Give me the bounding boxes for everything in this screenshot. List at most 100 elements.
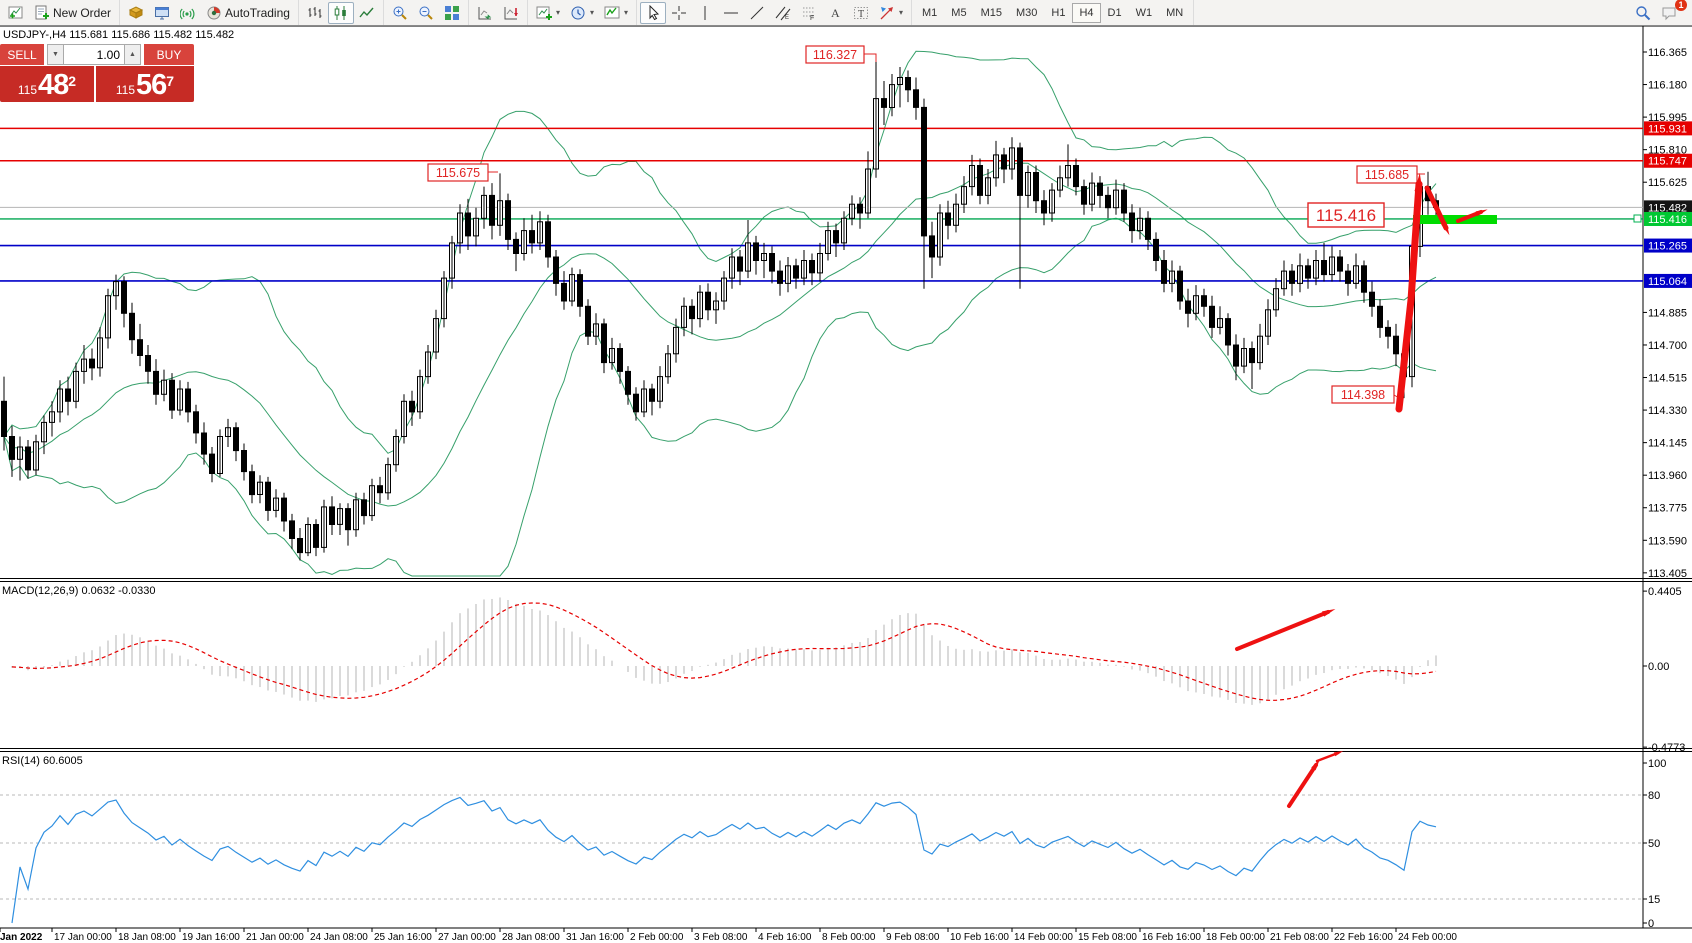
auto-scroll-icon[interactable] [472, 2, 498, 24]
candlestick-chart-icon[interactable] [327, 1, 354, 24]
volume-decrease-button[interactable]: ▼ [47, 44, 64, 65]
rsi-line [11, 796, 1437, 924]
volume-increase-button[interactable]: ▲ [124, 44, 141, 65]
trendline-icon[interactable] [744, 2, 770, 24]
svg-text:22 Feb 16:00: 22 Feb 16:00 [1334, 932, 1393, 943]
svg-text:14 Feb 00:00: 14 Feb 00:00 [1014, 932, 1073, 943]
svg-text:2 Feb 00:00: 2 Feb 00:00 [630, 932, 684, 943]
sell-button[interactable]: SELL [0, 44, 44, 65]
big-price-label[interactable] [1307, 202, 1385, 228]
timeframe-m5[interactable]: M5 [951, 6, 967, 19]
dropdown-caret-icon[interactable]: ▾ [623, 8, 628, 17]
bid-price-display[interactable]: 115 48 2 [0, 66, 94, 102]
timeframe-w1[interactable]: W1 [1135, 6, 1153, 19]
green-highlight-bar[interactable] [1413, 215, 1497, 224]
timeframe-d1[interactable]: D1 [1107, 6, 1122, 19]
autotrading-button-label: AutoTrading [225, 5, 290, 20]
templates-icon[interactable]: ▾ [599, 2, 633, 24]
trend-arrow[interactable] [1424, 185, 1449, 231]
text-icon[interactable]: A [822, 2, 848, 24]
svg-text:115.931: 115.931 [1648, 123, 1687, 135]
periods-icon[interactable]: ▾ [565, 2, 599, 24]
svg-text:115.064: 115.064 [1648, 276, 1687, 288]
zoom-in-icon[interactable] [387, 2, 413, 24]
chart-shift-icon[interactable] [498, 2, 524, 24]
bar-chart-icon[interactable] [302, 2, 328, 24]
ask-price-display[interactable]: 115 56 7 [96, 66, 194, 102]
market-watch-icon[interactable] [149, 2, 175, 24]
new-order-button[interactable]: New Order [29, 2, 116, 24]
line-chart-icon[interactable] [354, 2, 380, 24]
cursor-icon[interactable] [640, 1, 666, 24]
history-center-icon[interactable] [123, 2, 149, 24]
timeframe-m15[interactable]: M15 [980, 6, 1002, 19]
svg-text:Jan 2022: Jan 2022 [0, 932, 43, 943]
svg-text:MACD(12,26,9) 0.0632 -0.0330: MACD(12,26,9) 0.0632 -0.0330 [2, 585, 155, 597]
price-badge [1644, 200, 1692, 215]
new-order-button-label: New Order [53, 5, 112, 20]
add-indicator-chart-icon[interactable]: ▾ [531, 2, 565, 24]
timeframe-h4[interactable]: H4 [1072, 2, 1101, 23]
svg-text:27 Jan 00:00: 27 Jan 00:00 [438, 932, 496, 943]
toolbar-group [384, 0, 469, 25]
fibonacci-icon[interactable]: F [796, 2, 822, 24]
svg-text:115.675: 115.675 [436, 166, 480, 180]
new-chart-icon[interactable] [3, 2, 29, 24]
price-axis[interactable]: 116.365 116.180 115.995 115.810 115.625 114.8… [1633, 47, 1692, 930]
arrows-tool-icon[interactable]: ▾ [874, 2, 908, 24]
svg-text:21 Jan 00:00: 21 Jan 00:00 [246, 932, 304, 943]
svg-text:114.145: 114.145 [1648, 438, 1687, 450]
svg-text:115.685: 115.685 [1365, 168, 1409, 182]
notifications-icon[interactable]: 1 [1656, 0, 1687, 24]
timeframe-mn[interactable]: MN [1166, 6, 1184, 19]
equidistant-channel-icon[interactable]: E [770, 2, 796, 24]
tile-windows-icon[interactable] [439, 2, 465, 24]
svg-text:25 Jan 16:00: 25 Jan 16:00 [374, 932, 432, 943]
autotrading-button[interactable]: AutoTrading [201, 2, 295, 24]
crosshair-icon[interactable] [666, 2, 692, 24]
svg-text:80: 80 [1648, 790, 1660, 802]
svg-text:10 Feb 16:00: 10 Feb 16:00 [950, 932, 1009, 943]
candle-wicks [3, 58, 1437, 561]
time-axis[interactable]: Jan 2022 17 Jan 00:00 18 Jan 08:00 19 Jan 1… [0, 928, 1457, 943]
timeframe-m30[interactable]: M30 [1015, 6, 1038, 19]
text-label-icon[interactable]: T [848, 2, 874, 24]
svg-text:24 Feb 00:00: 24 Feb 00:00 [1398, 932, 1457, 943]
trend-arrow[interactable] [1235, 610, 1330, 651]
svg-text:4 Feb 16:00: 4 Feb 16:00 [758, 932, 812, 943]
svg-text:18 Jan 08:00: 18 Jan 08:00 [118, 932, 176, 943]
svg-text:113.960: 113.960 [1648, 470, 1687, 482]
trend-arrow[interactable] [1315, 751, 1340, 763]
trend-arrow[interactable] [1395, 180, 1423, 413]
dropdown-caret-icon[interactable]: ▾ [589, 8, 594, 17]
timeframe-h1[interactable]: H1 [1051, 6, 1066, 19]
volume-input[interactable] [64, 44, 124, 65]
toolbar-group: E F A T ▾ [637, 0, 913, 25]
dropdown-caret-icon[interactable]: ▾ [899, 8, 904, 17]
dropdown-caret-icon[interactable]: ▾ [555, 8, 560, 17]
vertical-line-icon[interactable] [692, 2, 718, 24]
bollinger-middle-line [3, 162, 1437, 507]
price-text-label[interactable] [1331, 385, 1395, 404]
buy-button[interactable]: BUY [144, 44, 194, 65]
zoom-out-icon[interactable] [413, 2, 439, 24]
chart-annotations[interactable]: 116.327 115.675 115.685 114.398 115.416 [427, 45, 1497, 808]
signals-icon[interactable] [175, 2, 201, 24]
svg-text:9 Feb 08:00: 9 Feb 08:00 [886, 932, 940, 943]
svg-text:114.885: 114.885 [1648, 307, 1687, 319]
timeframe-m1[interactable]: M1 [922, 6, 938, 19]
search-icon[interactable] [1630, 2, 1656, 24]
candlestick-series [1, 58, 1439, 561]
trend-arrow[interactable] [1287, 763, 1318, 808]
svg-text:116.327: 116.327 [813, 48, 857, 62]
main-toolbar: New Order AutoTrading ▾ ▾ ▾ E F A T ▾ M1 M5 M15 M30 H1… [0, 0, 1692, 26]
rsi-pane: RSI(14) 60.6005 [0, 755, 1643, 924]
toolbar-group [299, 0, 384, 25]
horizontal-line-objects[interactable] [0, 127, 1643, 282]
svg-text:F: F [810, 15, 814, 21]
toolbar-group: ▾ ▾ ▾ [528, 0, 637, 25]
horizontal-line-icon[interactable] [718, 2, 744, 24]
